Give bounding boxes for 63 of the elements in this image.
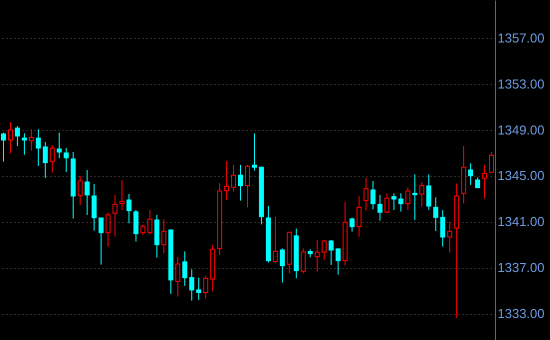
candlestick <box>245 164 250 208</box>
candlestick <box>133 209 138 242</box>
candlestick <box>28 128 34 152</box>
y-tick-label: 1333.00 <box>498 306 544 322</box>
candlestick <box>419 181 424 208</box>
candlestick <box>440 209 446 248</box>
candlestick <box>196 277 202 300</box>
candlestick <box>426 174 432 210</box>
candlestick <box>231 164 236 192</box>
candlestick <box>468 162 474 186</box>
candlestick <box>364 177 369 212</box>
candlestick <box>272 216 278 264</box>
candlestick <box>391 192 396 210</box>
candlestick <box>314 239 320 272</box>
candlestick <box>252 132 257 172</box>
candlestick <box>412 174 418 220</box>
candlestick <box>224 160 230 200</box>
y-tick-label: 1341.00 <box>498 214 544 230</box>
candlestick <box>14 126 20 146</box>
candlestick <box>377 194 382 222</box>
candlestick <box>161 218 166 254</box>
candlestick <box>120 179 125 210</box>
candlestick <box>280 248 285 284</box>
candlestick <box>0 132 6 162</box>
candlestick <box>64 147 69 172</box>
candlestick <box>398 192 404 212</box>
candlestick <box>356 195 362 238</box>
candlestick <box>106 212 111 248</box>
y-tick-label: 1345.00 <box>498 168 544 184</box>
candlestick <box>475 176 480 188</box>
candlestick <box>126 194 132 224</box>
candlestick <box>147 209 152 235</box>
candlestick <box>447 221 452 254</box>
candlestick <box>140 224 146 236</box>
y-tick-label: 1337.00 <box>498 260 544 276</box>
candlestick <box>175 256 180 298</box>
candlestick <box>384 192 390 214</box>
candlestick <box>112 194 118 238</box>
candlestick <box>336 248 341 276</box>
candlestick <box>405 186 410 210</box>
candlestick <box>8 121 13 154</box>
candlestick <box>36 128 41 166</box>
candlestick <box>370 180 376 210</box>
y-tick-label: 1349.00 <box>498 122 544 138</box>
candlestick <box>78 175 83 206</box>
candlestick <box>433 196 438 232</box>
candlestick <box>238 164 244 202</box>
candlestick <box>482 164 488 200</box>
candlestick <box>50 144 55 174</box>
candlestick <box>42 141 48 179</box>
candlestick <box>98 218 104 266</box>
candlestick <box>84 170 90 216</box>
candlestick <box>322 239 327 260</box>
candlestick <box>92 184 97 232</box>
candlestick <box>489 151 494 173</box>
candlestick <box>56 132 62 159</box>
candlestick <box>350 217 355 232</box>
candlestick <box>203 275 208 300</box>
candlestick <box>22 132 27 156</box>
candlestick <box>300 248 306 274</box>
y-tick-label: 1357.00 <box>498 30 544 46</box>
candlestick <box>328 239 334 266</box>
y-tick-label: 1353.00 <box>498 76 544 92</box>
